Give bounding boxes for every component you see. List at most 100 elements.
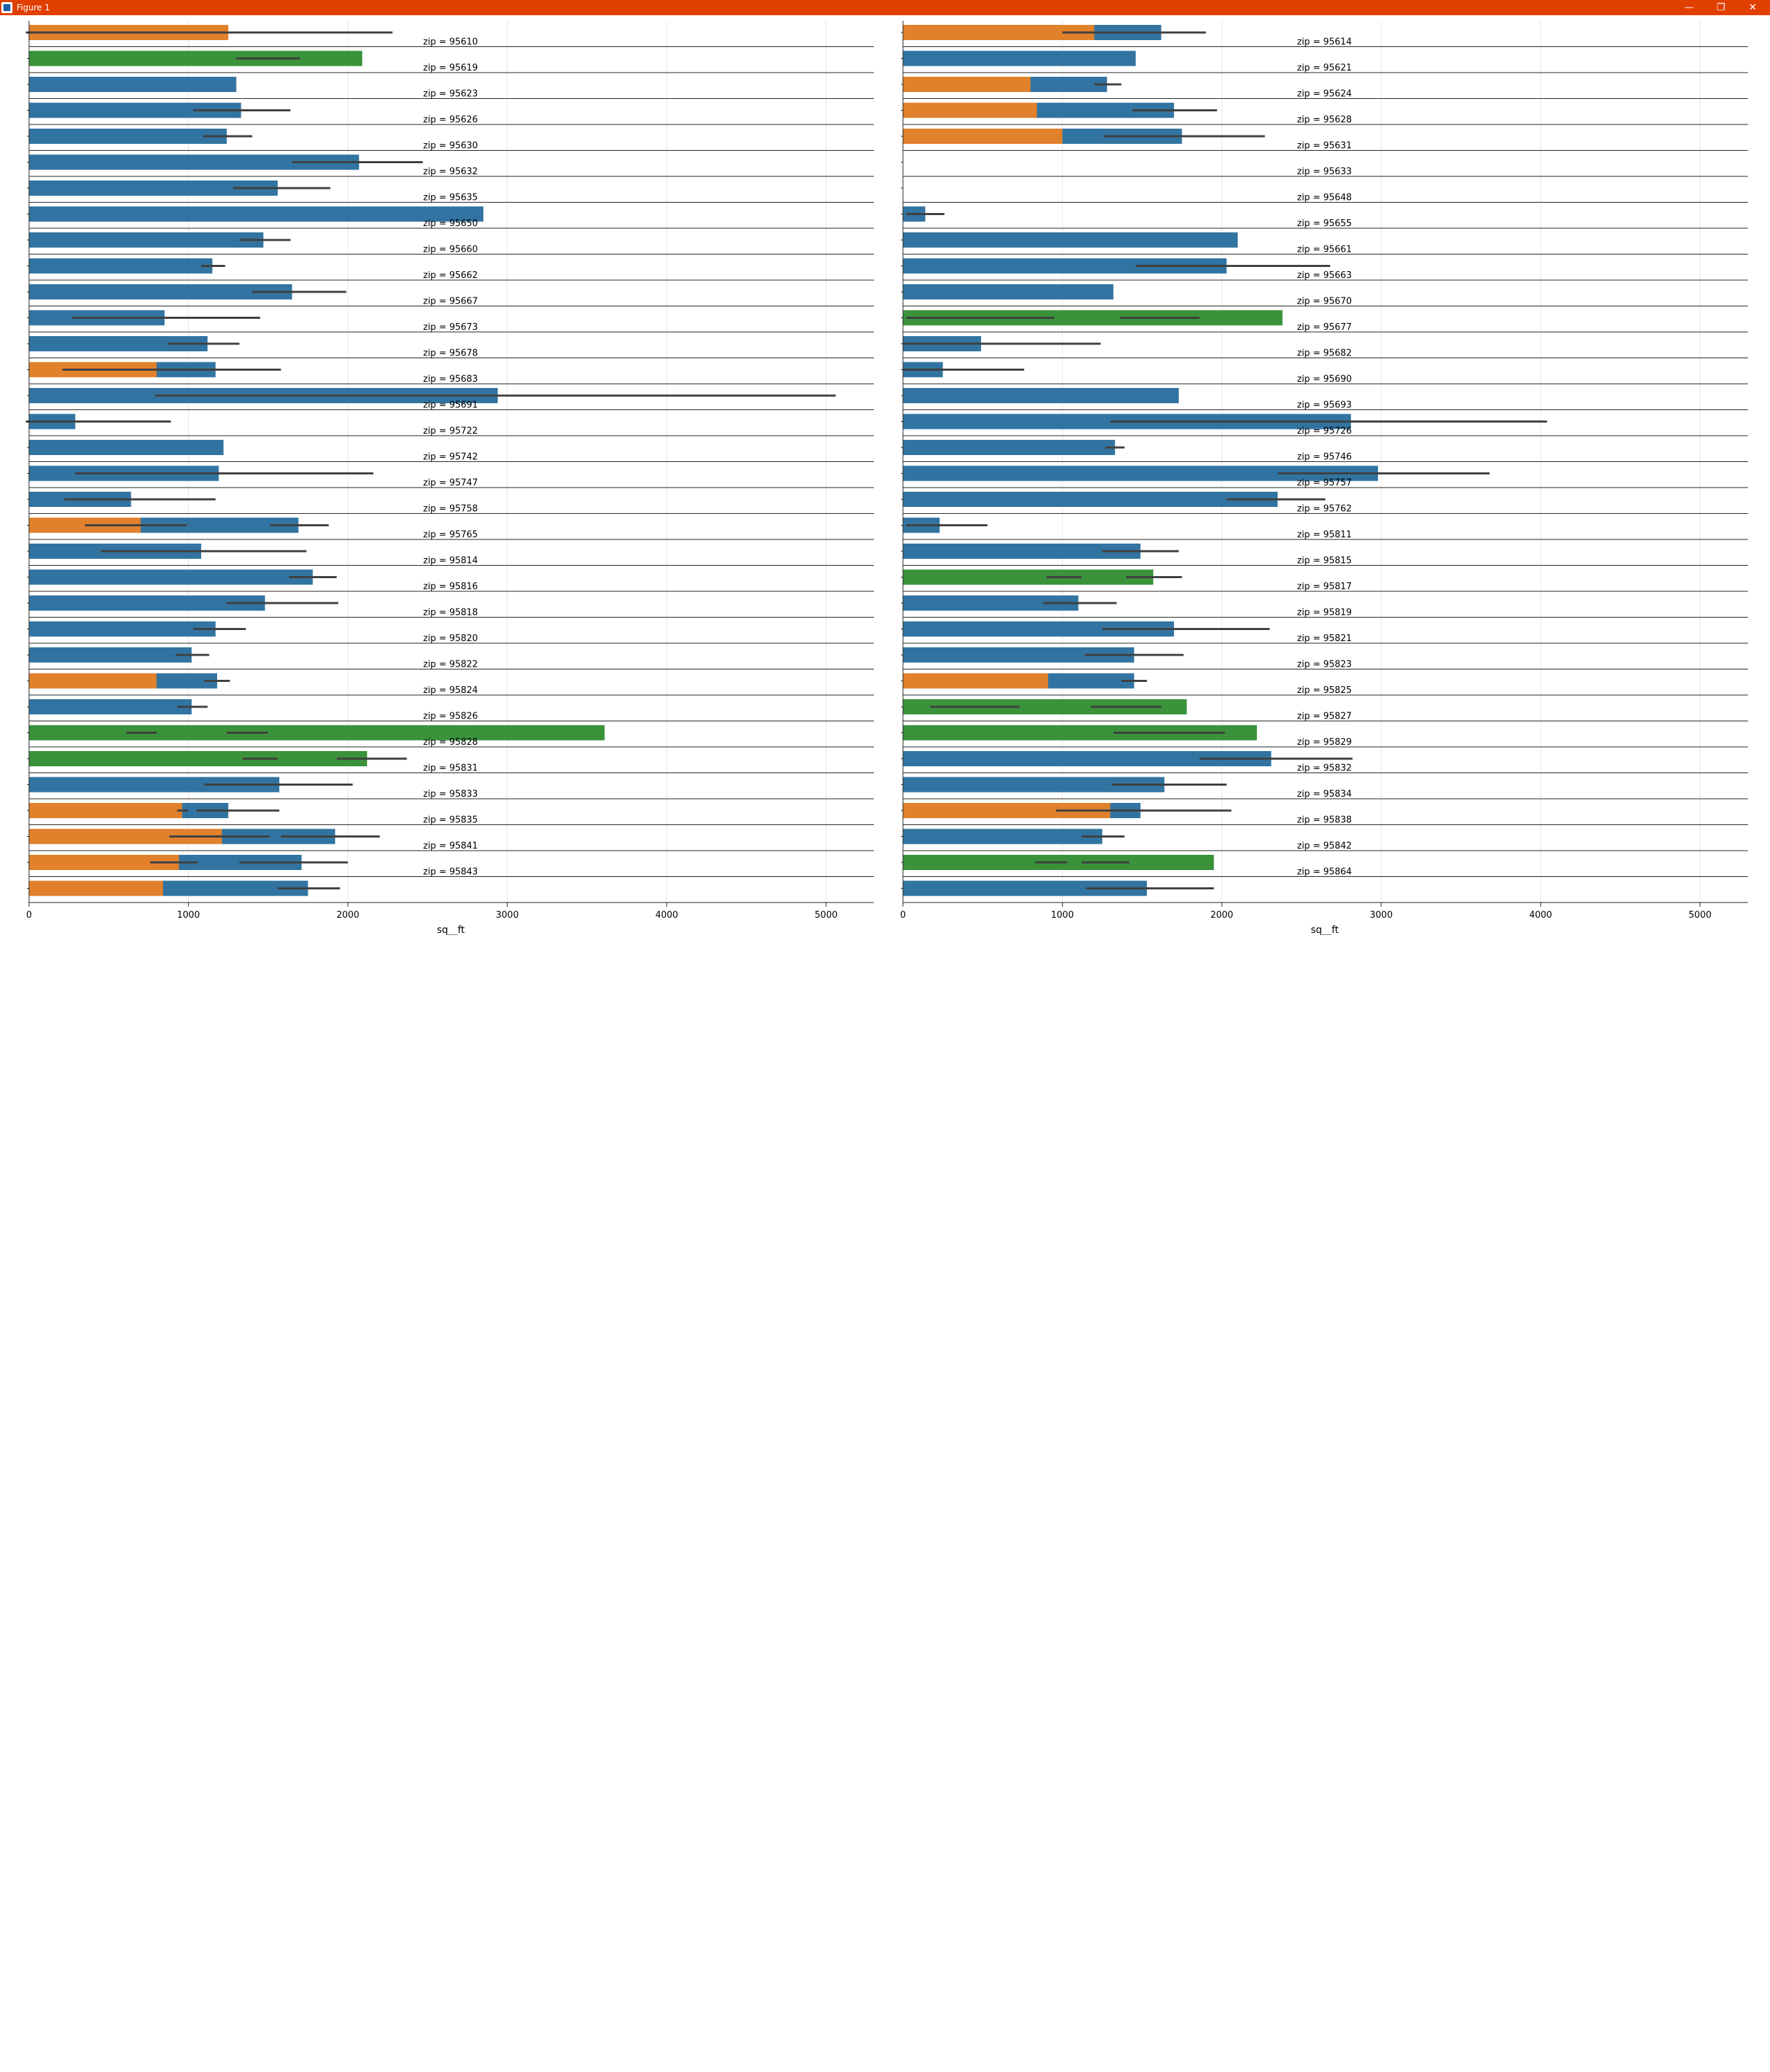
xtick-label: 3000: [496, 910, 519, 921]
bar: [29, 647, 192, 663]
facet-title: zip = 95650: [423, 219, 478, 229]
bar: [29, 777, 279, 793]
facet-title: zip = 95623: [423, 89, 478, 100]
bar: [29, 803, 183, 818]
xtick-label: 1000: [177, 910, 200, 921]
facet-title: zip = 95673: [423, 322, 478, 333]
facet-title: zip = 95691: [423, 400, 478, 411]
xtick-label: 1000: [1051, 910, 1074, 921]
facet-title: zip = 95630: [423, 141, 478, 151]
facet-title: zip = 95824: [423, 685, 478, 696]
bar: [29, 725, 605, 741]
bar: [903, 465, 1379, 481]
xtick-label: 5000: [1688, 910, 1711, 921]
facet-title: zip = 95619: [423, 63, 478, 73]
bar: [29, 258, 213, 274]
bar: [29, 129, 227, 144]
facet-title: zip = 95663: [1297, 270, 1352, 281]
facet-title: zip = 95826: [423, 712, 478, 722]
bar: [29, 699, 192, 714]
bar: [903, 258, 1227, 274]
facet-title: zip = 95670: [1297, 297, 1352, 307]
facet-title: zip = 95677: [1297, 322, 1352, 333]
bar: [29, 181, 278, 196]
window-title: Figure 1: [17, 3, 50, 12]
close-button[interactable]: ✕: [1749, 2, 1757, 13]
facet-title: zip = 95683: [423, 374, 478, 385]
xtick-label: 0: [26, 910, 32, 921]
bar: [903, 440, 1115, 455]
restore-button[interactable]: ❐: [1716, 2, 1726, 13]
bar: [903, 647, 1135, 663]
bar: [903, 544, 1141, 559]
bar: [903, 803, 1110, 818]
facet-title: zip = 95614: [1297, 37, 1352, 48]
facet-title: zip = 95667: [423, 297, 478, 307]
bar: [29, 232, 263, 248]
bar: [29, 206, 484, 222]
xtick-label: 2000: [337, 910, 360, 921]
bar: [903, 673, 1048, 689]
facet-title: zip = 95833: [423, 789, 478, 799]
facet-title: zip = 95678: [423, 349, 478, 359]
facet-title: zip = 95834: [1297, 789, 1352, 799]
facet-title: zip = 95628: [1297, 115, 1352, 125]
facet-title: zip = 95814: [423, 556, 478, 566]
bar: [29, 154, 360, 170]
facet-title: zip = 95841: [423, 841, 478, 851]
app-icon: [1, 2, 12, 13]
facet-title: zip = 95758: [423, 504, 478, 515]
window-titlebar: Figure 1 — ❐ ✕: [0, 0, 1770, 15]
facet-title: zip = 95632: [423, 167, 478, 177]
bar: [903, 492, 1278, 507]
facet-title: zip = 95635: [423, 193, 478, 203]
facet-title: zip = 95842: [1297, 841, 1352, 851]
bar: [29, 50, 362, 66]
bar: [903, 388, 1179, 403]
bar: [903, 129, 1063, 144]
facet-title: zip = 95757: [1297, 478, 1352, 488]
bar: [903, 50, 1136, 66]
bar: [29, 440, 224, 455]
facet-title: zip = 95825: [1297, 685, 1352, 696]
bar: [29, 855, 179, 870]
bar: [29, 751, 367, 766]
facet-title: zip = 95626: [423, 115, 478, 125]
xtick-label: 4000: [655, 910, 678, 921]
bar: [903, 569, 1153, 585]
faceted-bar-chart: zip = 95610 zip = 95619 zip = 95623 zip = 9…: [26, 21, 1748, 935]
facet-title: zip = 95864: [1297, 867, 1352, 878]
xtick-label: 3000: [1370, 910, 1392, 921]
facet-title: zip = 95610: [423, 37, 478, 48]
facet-title: zip = 95690: [1297, 374, 1352, 385]
facet-title: zip = 95660: [423, 245, 478, 255]
facet-title: zip = 95838: [1297, 815, 1352, 826]
bar: [29, 880, 163, 896]
facet-title: zip = 95661: [1297, 245, 1352, 255]
bar: [903, 699, 1187, 714]
facet-title: zip = 95835: [423, 815, 478, 826]
bar: [903, 751, 1271, 766]
bar: [29, 102, 241, 118]
bar: [903, 777, 1165, 793]
minimize-button[interactable]: —: [1684, 2, 1694, 13]
facet-title: zip = 95828: [423, 737, 478, 748]
bar: [903, 284, 1114, 299]
bar: [903, 310, 1283, 326]
facet-title: zip = 95829: [1297, 737, 1352, 748]
bar: [903, 595, 1079, 611]
facet-title: zip = 95648: [1297, 193, 1352, 203]
facet-title: zip = 95631: [1297, 141, 1352, 151]
facet-title: zip = 95815: [1297, 556, 1352, 566]
x-axis-label: sq__ft: [437, 925, 465, 935]
bar: [903, 621, 1174, 637]
bar: [903, 77, 1031, 92]
facet-title: zip = 95816: [423, 582, 478, 592]
facet-title: zip = 95827: [1297, 712, 1352, 722]
facet-title: zip = 95811: [1297, 530, 1352, 540]
bar: [29, 569, 313, 585]
facet-title: zip = 95722: [423, 426, 478, 436]
facet-title: zip = 95817: [1297, 582, 1352, 592]
facet-title: zip = 95742: [423, 452, 478, 463]
facet-title: zip = 95682: [1297, 349, 1352, 359]
